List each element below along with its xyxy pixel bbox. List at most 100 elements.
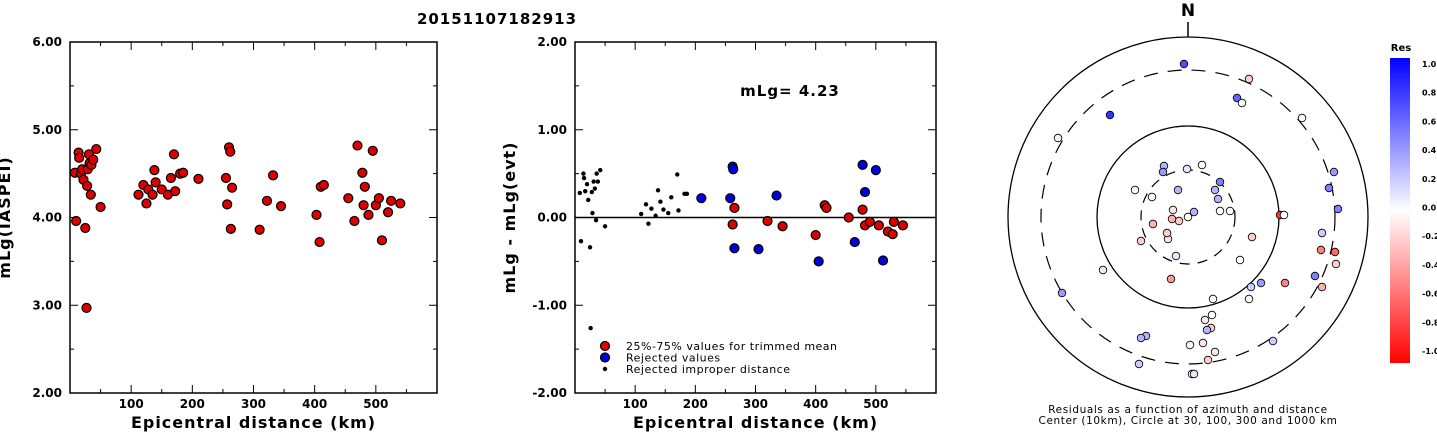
- x-tick-label: 400: [803, 397, 828, 411]
- polar-caption-2: Center (10km), Circle at 30, 100, 300 an…: [1039, 415, 1338, 427]
- residual-point: [873, 220, 884, 231]
- station-residual-marker: [1208, 294, 1218, 304]
- station-residual-marker: [1207, 310, 1217, 320]
- x-tick-label: 100: [623, 397, 648, 411]
- station-residual-marker: [1246, 282, 1256, 292]
- data-point: [88, 154, 99, 165]
- data-point: [170, 186, 181, 197]
- residual-point: [728, 164, 739, 175]
- y-tick-label: 0.00: [537, 211, 567, 225]
- rejected-distance-point: [583, 188, 588, 194]
- residual-point: [727, 219, 738, 230]
- data-point: [133, 189, 144, 200]
- station-residual-marker: [1147, 192, 1157, 202]
- x-tick-label: 100: [119, 397, 144, 411]
- station-residual-marker: [1237, 98, 1247, 108]
- station-residual-marker: [1317, 282, 1327, 292]
- rejected-distance-point: [584, 181, 590, 187]
- residual-point: [859, 186, 871, 198]
- station-residual-marker: [1136, 333, 1146, 343]
- legend-marker: [602, 366, 608, 372]
- rejected-distance-point: [590, 210, 595, 216]
- station-residual-marker: [1174, 216, 1184, 226]
- station-residual-marker: [1189, 369, 1199, 379]
- residual-point: [696, 193, 707, 204]
- station-residual-marker: [1171, 251, 1181, 261]
- data-point: [225, 146, 236, 157]
- station-residual-marker: [1235, 255, 1245, 265]
- colorbar-tick-label: -0.2: [1422, 232, 1437, 241]
- rejected-distance-point: [598, 167, 603, 173]
- station-residual-marker: [1183, 212, 1193, 222]
- rejected-distance-point: [592, 186, 598, 191]
- data-point: [395, 198, 406, 209]
- station-residual-marker: [1057, 288, 1067, 298]
- data-point: [220, 172, 232, 184]
- data-point: [80, 222, 91, 234]
- station-residual-marker: [1310, 271, 1320, 281]
- data-point: [226, 182, 238, 193]
- y-tick-label: 2.00: [537, 35, 567, 49]
- x-axis-label: Epicentral distance (km): [633, 413, 878, 432]
- station-residual-marker: [1134, 359, 1144, 369]
- station-residual-marker: [1225, 206, 1235, 216]
- data-point: [82, 180, 93, 192]
- x-tick-label: 300: [743, 397, 768, 411]
- colorbar-tick-label: -0.4: [1422, 261, 1437, 270]
- legend-label: Rejected values: [626, 352, 721, 365]
- data-point: [376, 235, 388, 246]
- data-point: [386, 195, 397, 206]
- data-point: [254, 224, 265, 235]
- data-point: [373, 193, 384, 204]
- residual-point: [813, 256, 824, 267]
- residual-point: [753, 243, 764, 255]
- station-residual-marker: [1182, 164, 1192, 174]
- station-residual-marker: [1179, 59, 1189, 69]
- data-point: [74, 152, 85, 163]
- station-residual-marker: [1244, 294, 1254, 304]
- station-residual-marker: [1316, 245, 1326, 255]
- colorbar-tick-label: 0.0: [1422, 204, 1437, 213]
- rejected-distance-point: [587, 245, 593, 250]
- rejected-distance-point: [666, 210, 671, 216]
- data-point: [193, 173, 204, 184]
- residual-point: [877, 255, 889, 266]
- rejected-distance-point: [646, 221, 651, 226]
- data-point: [141, 198, 152, 209]
- data-point: [314, 236, 325, 248]
- colorbar-tick-label: -0.8: [1422, 318, 1437, 327]
- residual-point: [729, 202, 740, 213]
- data-point: [358, 200, 369, 211]
- y-tick-label: 4.00: [32, 211, 62, 225]
- data-point: [225, 223, 236, 235]
- rejected-distance-point: [581, 171, 586, 176]
- x-tick-label: 200: [683, 397, 708, 411]
- station-residual-marker: [1317, 228, 1327, 238]
- data-point: [311, 209, 322, 220]
- station-residual-marker: [1098, 265, 1108, 275]
- station-residual-marker: [1200, 315, 1210, 325]
- north-label: N: [1181, 1, 1195, 21]
- station-residual-marker: [1331, 259, 1341, 269]
- data-point: [382, 207, 394, 218]
- station-residual-marker: [1173, 185, 1183, 195]
- data-point: [150, 177, 161, 188]
- data-point: [363, 209, 374, 220]
- station-residual-marker: [1330, 247, 1340, 257]
- station-residual-marker: [1247, 232, 1257, 242]
- data-point: [222, 199, 233, 210]
- residual-colorbar: Res 1.0 0.8 0.6 0.4 0.2 0.0 -0.2 -0.4 -0.6 -0.8 -1.…: [1390, 43, 1437, 363]
- data-point: [261, 195, 273, 206]
- station-residual-marker: [1158, 167, 1168, 177]
- data-point: [359, 181, 370, 192]
- rejected-distance-point: [684, 191, 690, 197]
- mlg-annotation: mLg= 4.23: [740, 82, 840, 100]
- residual-point: [864, 216, 875, 227]
- colorbar-tick-label: 1.0: [1422, 60, 1437, 69]
- colorbar-tick-label: 0.6: [1422, 117, 1437, 126]
- station-residual-marker: [1203, 355, 1213, 365]
- data-point: [149, 165, 160, 176]
- station-residual-marker: [1198, 338, 1208, 348]
- station-residual-marker: [1256, 278, 1266, 288]
